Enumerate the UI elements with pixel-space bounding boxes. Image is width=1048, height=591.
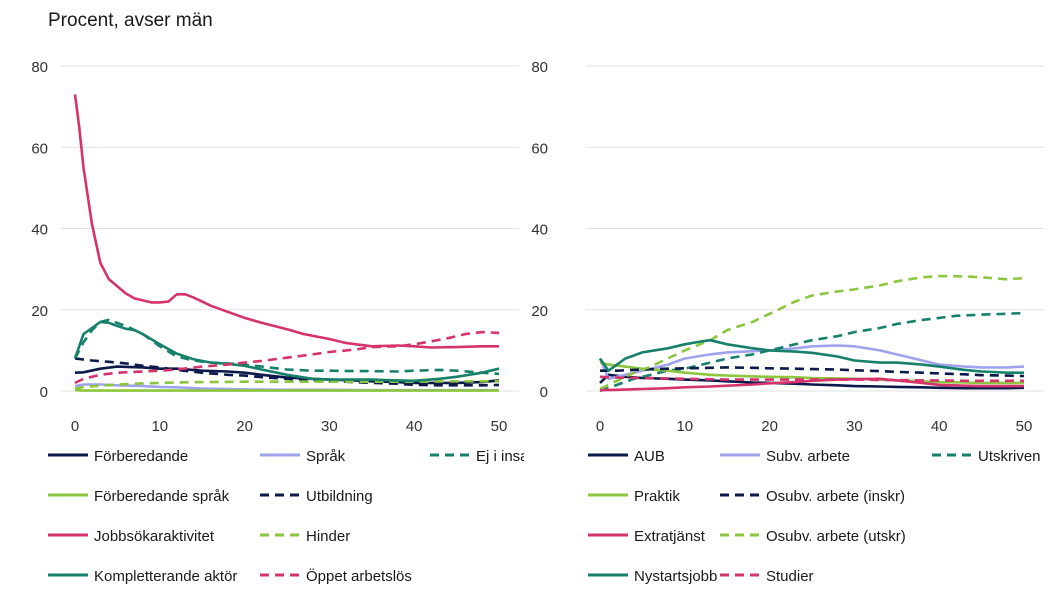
y-tick-label: 60 [31, 140, 48, 157]
left-line-chart: 0 20 40 60 80 0 10 20 30 40 50 Förberedande Språk Ej … [31, 59, 524, 585]
x-tick-label: 40 [931, 418, 948, 435]
y-tick-label: 80 [531, 59, 548, 76]
right-line-chart: 0 20 40 60 80 0 10 20 30 40 50 AUB Subv. arbete Utskr… [531, 59, 1044, 585]
legend-label: Kompletterande aktör [94, 568, 237, 585]
x-tick-label: 40 [406, 418, 423, 435]
x-tick-label: 10 [151, 418, 168, 435]
x-tick-label: 50 [1016, 418, 1033, 435]
y-tick-label: 20 [531, 303, 548, 320]
legend-label: Språk [306, 448, 346, 465]
legend-label: Osubv. arbete (inskr) [766, 488, 905, 505]
legend-label: Utbildning [306, 488, 373, 505]
x-tick-label: 30 [321, 418, 338, 435]
legend-label: Osubv. arbete (utskr) [766, 528, 906, 545]
x-tick-label: 30 [846, 418, 863, 435]
series-line-8 [74, 330, 500, 385]
x-tick-label: 0 [596, 418, 604, 435]
legend-label: Förberedande språk [94, 488, 230, 505]
series-line-4 [74, 357, 500, 387]
series-line-4 [600, 366, 1025, 378]
legend-label: Praktik [634, 488, 680, 505]
series-line-2 [599, 311, 1025, 393]
legend-label: Studier [766, 568, 814, 585]
legend-label: Ej i insats [476, 448, 524, 465]
legend-label: AUB [634, 448, 665, 465]
x-tick-label: 20 [236, 418, 253, 435]
series-line-0 [74, 365, 500, 385]
x-tick-label: 50 [491, 418, 508, 435]
y-tick-label: 0 [540, 384, 548, 401]
y-tick-label: 20 [31, 303, 48, 320]
legend-label: Subv. arbete [766, 448, 850, 465]
series-line-5 [74, 379, 499, 391]
x-tick-label: 0 [71, 418, 79, 435]
legend-label: Extratjänst [634, 528, 706, 545]
chart-title: Procent, avser män [48, 10, 213, 31]
y-tick-label: 0 [40, 384, 48, 401]
series-line-8 [599, 375, 1024, 383]
legend-label: Jobbsökaraktivitet [94, 528, 215, 545]
series-line-1 [598, 344, 1025, 381]
legend-label: Nystartsjobb [634, 568, 717, 585]
legend-label: Utskriven [978, 448, 1041, 465]
series-line-7 [73, 320, 500, 383]
x-tick-label: 10 [676, 418, 693, 435]
series-line-6 [73, 94, 499, 349]
series-line-3 [599, 361, 1024, 385]
legend-label: Förberedande [94, 448, 188, 465]
series-line-0 [599, 373, 1025, 390]
x-tick-label: 20 [761, 418, 778, 435]
legend-label: Hinder [306, 528, 350, 545]
series-line-7 [598, 338, 1024, 375]
y-tick-label: 80 [31, 59, 48, 76]
y-tick-label: 40 [31, 222, 48, 239]
y-tick-label: 40 [531, 222, 548, 239]
legend-label: Öppet arbetslös [306, 567, 412, 585]
y-tick-label: 60 [531, 140, 548, 157]
series-line-5 [599, 274, 1025, 391]
